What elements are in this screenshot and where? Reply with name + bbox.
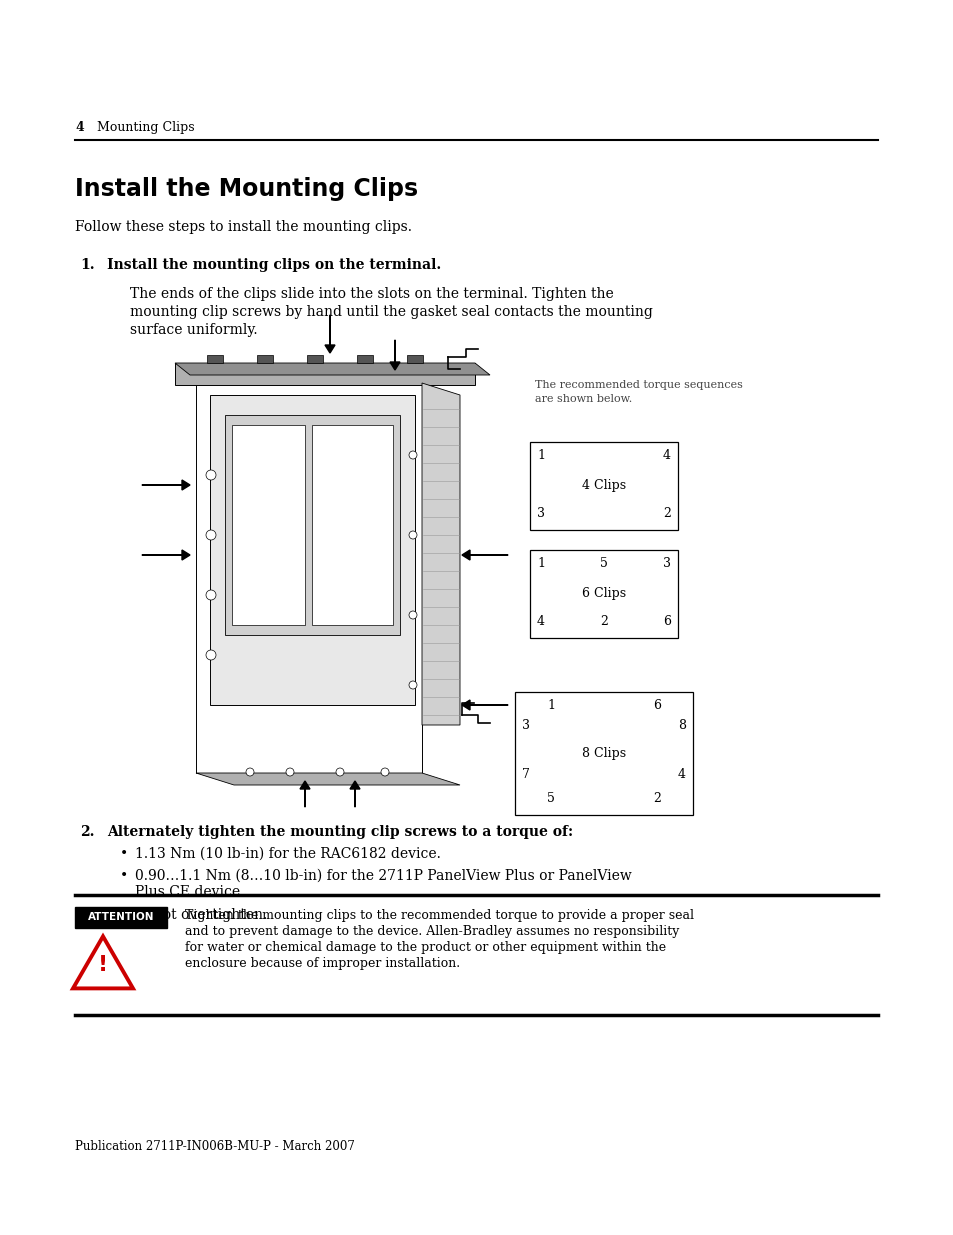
Polygon shape: [174, 363, 475, 385]
Text: Do not overtighten.: Do not overtighten.: [130, 908, 267, 923]
Text: 4: 4: [662, 450, 670, 462]
Text: 8 Clips: 8 Clips: [581, 747, 625, 760]
Polygon shape: [232, 425, 305, 625]
Circle shape: [246, 768, 253, 776]
Text: !: !: [98, 955, 108, 974]
Text: 6: 6: [662, 615, 670, 629]
Polygon shape: [312, 425, 393, 625]
Text: 7: 7: [521, 768, 529, 781]
Text: Tighten the mounting clips to the recommended torque to provide a proper seal: Tighten the mounting clips to the recomm…: [185, 909, 693, 923]
Text: 4 Clips: 4 Clips: [581, 479, 625, 493]
Text: The recommended torque sequences: The recommended torque sequences: [535, 380, 742, 390]
Text: mounting clip screws by hand until the gasket seal contacts the mounting: mounting clip screws by hand until the g…: [130, 305, 652, 319]
Polygon shape: [195, 383, 421, 773]
Text: 2.: 2.: [80, 825, 94, 839]
Bar: [75, 906, 167, 927]
Text: for water or chemical damage to the product or other equipment within the: for water or chemical damage to the prod…: [185, 941, 665, 953]
FancyArrow shape: [461, 700, 507, 710]
Text: 4: 4: [678, 768, 685, 781]
Polygon shape: [73, 936, 132, 988]
FancyArrow shape: [325, 315, 335, 353]
Polygon shape: [356, 354, 373, 363]
Polygon shape: [225, 415, 399, 635]
Circle shape: [409, 531, 416, 538]
Polygon shape: [307, 354, 323, 363]
Text: Install the Mounting Clips: Install the Mounting Clips: [75, 177, 417, 201]
Text: 1: 1: [546, 699, 555, 713]
Text: 1.: 1.: [80, 258, 94, 272]
Text: Install the mounting clips on the terminal.: Install the mounting clips on the termin…: [107, 258, 441, 272]
Text: 1: 1: [537, 557, 544, 571]
Text: surface uniformly.: surface uniformly.: [130, 324, 257, 337]
Text: 6: 6: [652, 699, 660, 713]
Text: and to prevent damage to the device. Allen-Bradley assumes no responsibility: and to prevent damage to the device. All…: [185, 925, 679, 939]
Circle shape: [380, 768, 389, 776]
Circle shape: [206, 590, 215, 600]
Text: 4: 4: [75, 121, 84, 135]
Text: Alternately tighten the mounting clip screws to a torque of:: Alternately tighten the mounting clip sc…: [107, 825, 573, 839]
Text: enclosure because of improper installation.: enclosure because of improper installati…: [185, 957, 459, 969]
Text: Follow these steps to install the mounting clips.: Follow these steps to install the mounti…: [75, 220, 412, 233]
Bar: [530, 550, 678, 638]
Circle shape: [206, 530, 215, 540]
Text: 1.13 Nm (10 lb-in) for the RAC6182 device.: 1.13 Nm (10 lb-in) for the RAC6182 devic…: [135, 847, 440, 861]
Text: Mounting Clips: Mounting Clips: [97, 121, 194, 135]
Circle shape: [286, 768, 294, 776]
Circle shape: [409, 680, 416, 689]
Polygon shape: [174, 363, 490, 375]
Polygon shape: [256, 354, 273, 363]
Circle shape: [206, 471, 215, 480]
FancyArrow shape: [390, 340, 399, 370]
Polygon shape: [195, 773, 459, 785]
Text: 5: 5: [599, 557, 607, 571]
Text: 2: 2: [662, 508, 670, 520]
Text: •: •: [120, 869, 128, 883]
Text: 8: 8: [678, 719, 685, 731]
Circle shape: [409, 611, 416, 619]
FancyArrow shape: [350, 781, 359, 806]
Text: •: •: [120, 847, 128, 861]
Text: 3: 3: [537, 508, 544, 520]
Text: Publication 2711P-IN006B-MU-P - March 2007: Publication 2711P-IN006B-MU-P - March 20…: [75, 1140, 355, 1153]
Text: 6 Clips: 6 Clips: [581, 588, 625, 600]
Circle shape: [206, 650, 215, 659]
Text: 0.90…1.1 Nm (8…10 lb-in) for the 2711P PanelView Plus or PanelView: 0.90…1.1 Nm (8…10 lb-in) for the 2711P P…: [135, 869, 631, 883]
FancyArrow shape: [142, 480, 190, 490]
FancyArrow shape: [461, 550, 507, 559]
Text: 1: 1: [537, 450, 544, 462]
Circle shape: [409, 451, 416, 459]
Circle shape: [335, 768, 344, 776]
Text: 2: 2: [653, 792, 660, 805]
Polygon shape: [207, 354, 223, 363]
Text: Plus CE device.: Plus CE device.: [135, 885, 244, 899]
Bar: [515, 692, 692, 815]
Bar: [530, 442, 678, 530]
Text: 3: 3: [521, 719, 530, 731]
Text: 5: 5: [546, 792, 555, 805]
Polygon shape: [210, 395, 415, 705]
Text: are shown below.: are shown below.: [535, 394, 632, 404]
Text: 4: 4: [537, 615, 544, 629]
Polygon shape: [421, 383, 459, 725]
Text: ATTENTION: ATTENTION: [88, 913, 154, 923]
FancyArrow shape: [299, 781, 310, 806]
Text: 3: 3: [662, 557, 670, 571]
Polygon shape: [407, 354, 422, 363]
FancyArrow shape: [142, 550, 190, 559]
Text: The ends of the clips slide into the slots on the terminal. Tighten the: The ends of the clips slide into the slo…: [130, 287, 613, 301]
Text: 2: 2: [599, 615, 607, 629]
